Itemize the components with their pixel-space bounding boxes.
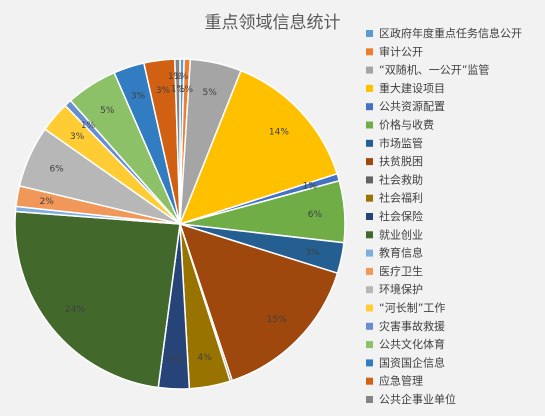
data-label-4: 1%: [303, 182, 318, 192]
data-label-19: 3%: [156, 86, 171, 96]
legend-label-14: 环境保护: [379, 282, 423, 296]
extra-data-label-0: 1%: [168, 72, 183, 82]
extra-data-label-1: 1%: [174, 72, 189, 82]
pie-slice-20: [174, 58, 181, 225]
legend-label-1: 审计公开: [379, 44, 423, 58]
legend-swatch-13: [366, 267, 373, 275]
legend-label-4: 公共资源配置: [379, 99, 445, 113]
data-label-18: 3%: [131, 91, 146, 101]
legend-swatch-4: [366, 103, 373, 111]
legend-swatch-0: [366, 30, 373, 37]
legend-label-10: 社会保险: [379, 209, 423, 223]
pie-slices: [14, 58, 346, 390]
data-label-15: 3%: [70, 132, 85, 142]
data-label-13: 2%: [40, 197, 55, 207]
data-labels: 1% 5%14%1%6%3%15%4%3%24%2%6%3%1%5%3%3% 1%1…: [40, 72, 323, 365]
legend-swatch-18: [366, 359, 373, 367]
data-label-2: 5%: [202, 88, 217, 98]
legend-swatch-11: [366, 231, 373, 239]
legend-swatch-17: [366, 341, 373, 349]
legend-label-6: 市场监管: [379, 136, 423, 150]
legend-swatch-2: [366, 66, 373, 74]
legend-label-11: 就业创业: [379, 227, 423, 241]
data-label-16: 1%: [81, 121, 96, 131]
data-label-17: 5%: [100, 106, 115, 116]
legend-label-20: 公共企事业单位: [379, 392, 456, 406]
legend-label-2: “双随机、一公开”监管: [379, 63, 489, 77]
legend-label-16: 灾害事故救援: [379, 319, 445, 333]
legend-label-19: 应急管理: [379, 374, 423, 388]
legend-swatch-14: [366, 286, 373, 294]
data-label-7: 15%: [267, 315, 287, 325]
data-label-11: 24%: [65, 305, 85, 315]
data-label-9: 4%: [197, 353, 212, 363]
data-label-10: 3%: [168, 355, 183, 365]
data-label-6: 3%: [305, 248, 320, 258]
legend-swatch-16: [366, 322, 373, 330]
legend-label-12: 教育信息: [379, 246, 423, 260]
legend-swatch-12: [366, 249, 373, 257]
data-label-1: 1%: [179, 85, 194, 95]
legend-swatch-6: [366, 139, 373, 147]
legend-swatch-15: [366, 304, 373, 312]
legend-swatch-8: [366, 176, 373, 184]
legend-label-7: 扶贫脱困: [379, 154, 423, 168]
legend-swatch-10: [366, 213, 373, 220]
legend-swatch-5: [366, 121, 373, 129]
data-label-14: 6%: [49, 165, 64, 175]
legend-swatch-9: [366, 194, 373, 202]
legend-label-13: 医疗卫生: [379, 264, 423, 278]
legend-label-5: 价格与收费: [379, 118, 434, 132]
legend-label-18: 国资国企信息: [379, 355, 445, 369]
legend-swatch-20: [366, 396, 373, 403]
data-label-20: 1%: [171, 85, 186, 95]
data-label-3: 14%: [269, 128, 289, 138]
pie-slice-11: [14, 210, 181, 389]
legend-swatch-19: [366, 377, 373, 385]
legend-label-17: 公共文化体育: [379, 337, 445, 351]
legend-label-0: 区政府年度重点任务信息公开: [379, 26, 522, 40]
legend-swatch-7: [366, 158, 373, 166]
legend-swatch-1: [366, 48, 373, 56]
legend-label-15: “河长制”工作: [379, 302, 445, 315]
legend-label-8: 社会救助: [379, 172, 423, 186]
legend-swatch-3: [366, 84, 373, 92]
legend-label-9: 社会福利: [379, 191, 423, 205]
data-label-5: 6%: [308, 210, 323, 220]
legend-label-3: 重大建设项目: [379, 81, 445, 95]
